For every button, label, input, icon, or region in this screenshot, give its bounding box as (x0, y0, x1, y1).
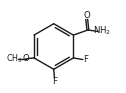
Text: F: F (83, 55, 88, 64)
Text: NH$_2$: NH$_2$ (93, 25, 111, 37)
Text: O: O (23, 54, 29, 63)
Text: O: O (83, 11, 90, 20)
Text: CH$_3$: CH$_3$ (6, 52, 23, 65)
Text: F: F (52, 77, 57, 86)
